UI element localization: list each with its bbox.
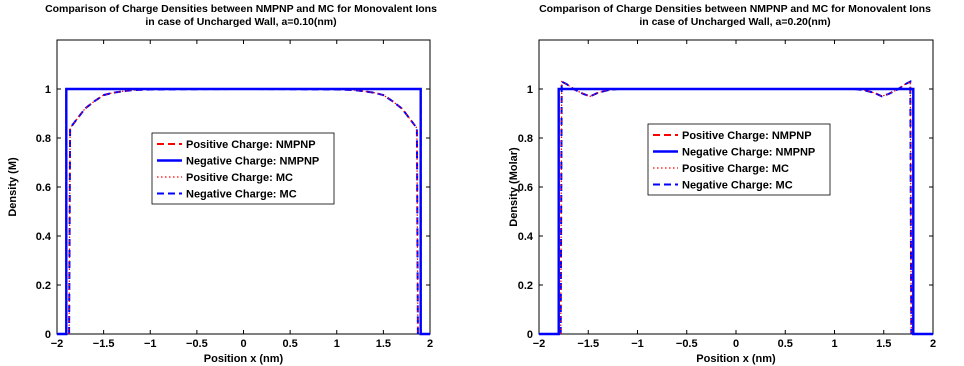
chart-1: Comparison of Charge Densities between N…: [7, 3, 437, 365]
series-line-3: [560, 80, 912, 335]
x-tick-label: 2: [930, 338, 936, 350]
legend-entry: Negative Charge: NMPNP: [186, 156, 319, 168]
chart-subtitle: in case of Uncharged Wall, a=0.20(nm): [639, 16, 830, 28]
chart-2: Comparison of Charge Densities between N…: [508, 3, 936, 365]
x-tick-label: 0.5: [282, 338, 297, 350]
x-tick-label: −1.5: [577, 338, 599, 350]
x-axis-label: Position x (nm): [204, 353, 284, 365]
x-tick-label: −1.5: [93, 338, 115, 350]
x-tick-label: −1: [144, 338, 157, 350]
x-tick-label: 1: [831, 338, 837, 350]
chart-title: Comparison of Charge Densities between N…: [539, 3, 931, 15]
y-tick-label: 0.4: [36, 231, 52, 243]
legend-entry: Positive Charge: NMPNP: [682, 130, 812, 142]
legend-entry: Negative Charge: MC: [682, 180, 793, 192]
x-tick-label: −2: [533, 338, 546, 350]
x-tick-label: −0.5: [186, 338, 208, 350]
series-line-3: [68, 88, 419, 335]
y-tick-label: 0.4: [518, 231, 534, 243]
y-tick-label: 0.8: [36, 133, 51, 145]
y-tick-label: 0: [45, 329, 51, 341]
legend-box: [151, 132, 335, 205]
x-tick-label: 2: [427, 338, 433, 350]
series-line-4: [68, 87, 419, 335]
x-tick-label: 1.5: [876, 338, 891, 350]
legend-entry: Negative Charge: MC: [186, 189, 297, 201]
x-tick-label: −2: [51, 338, 64, 350]
x-tick-label: 0: [733, 338, 739, 350]
y-tick-label: 0.6: [36, 182, 51, 194]
legend-entry: Positive Charge: NMPNP: [186, 139, 316, 151]
legend-entry: Negative Charge: NMPNP: [682, 147, 815, 159]
y-tick-label: 0: [527, 329, 533, 341]
y-axis-label: Density (Molar): [508, 147, 520, 227]
series-line-4: [559, 79, 913, 335]
legend: Positive Charge: NMPNP Negative Charge: N…: [647, 123, 831, 196]
y-tick-label: 0.2: [518, 280, 533, 292]
chart-subtitle: in case of Uncharged Wall, a=0.10(nm): [145, 16, 336, 28]
legend-entry: Positive Charge: MC: [186, 172, 293, 184]
x-tick-label: 1: [334, 338, 340, 350]
x-tick-label: −1: [631, 338, 644, 350]
y-tick-label: 0.8: [518, 133, 533, 145]
x-tick-label: −0.5: [676, 338, 698, 350]
y-tick-label: 1: [527, 84, 533, 96]
legend-box: [647, 123, 831, 196]
y-tick-label: 1: [45, 84, 51, 96]
series-line-2: [57, 87, 430, 336]
y-tick-label: 0.6: [518, 182, 533, 194]
legend: Positive Charge: NMPNP Negative Charge: N…: [151, 132, 335, 205]
series-line-1: [57, 88, 430, 335]
series-line-2: [539, 87, 933, 336]
x-axis-label: Position x (nm): [696, 353, 776, 365]
y-tick-label: 0.2: [36, 280, 51, 292]
x-tick-label: 1.5: [376, 338, 391, 350]
chart-title: Comparison of Charge Densities between N…: [45, 3, 437, 15]
x-tick-label: 0: [240, 338, 246, 350]
legend-entry: Positive Charge: MC: [682, 163, 789, 175]
x-tick-label: 0.5: [778, 338, 793, 350]
y-axis-label: Density (M): [7, 157, 19, 217]
